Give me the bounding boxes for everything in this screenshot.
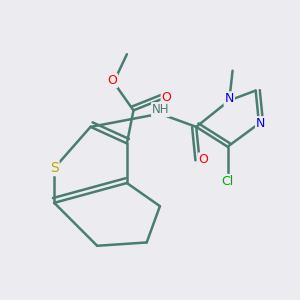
Text: O: O [199,153,208,167]
Text: N: N [256,117,265,130]
Text: N: N [225,92,234,105]
Text: Cl: Cl [221,175,234,188]
Text: O: O [162,91,171,104]
Text: S: S [50,161,58,175]
Text: NH: NH [152,103,169,116]
Text: O: O [107,74,117,87]
